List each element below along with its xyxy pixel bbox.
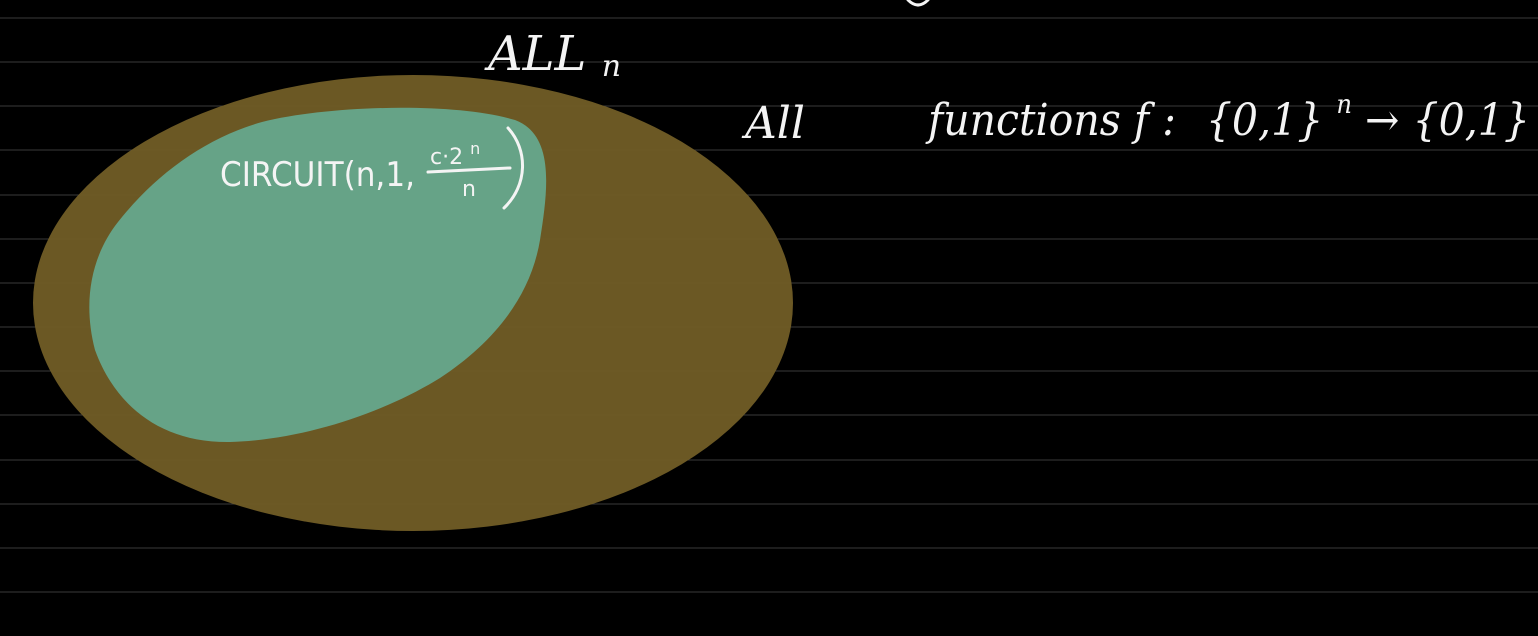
annotation-word-all: All	[741, 98, 805, 149]
annotation-domain: {0,1}	[1206, 95, 1323, 146]
inner-set-circuit	[89, 107, 547, 443]
annotation-prefix: functions f :	[925, 95, 1176, 146]
outer-set-label-subscript: n	[602, 49, 621, 84]
annotation-functions: functions f : {0,1} n → {0,1}	[925, 73, 1530, 146]
annotation-arrow: →	[1365, 95, 1399, 146]
outer-set-label: ALL n	[484, 26, 621, 84]
inner-set-fraction-bar	[426, 166, 512, 174]
annotation-domain-exponent: n	[1336, 90, 1352, 120]
annotation-codomain: {0,1}	[1413, 95, 1530, 146]
inner-set-numerator-exponent: n	[470, 139, 480, 158]
inner-set-fraction-numerator: c·2 n	[430, 139, 480, 170]
inner-set-fraction-denominator: n	[462, 177, 476, 202]
inner-set-numerator-base: c·2	[430, 145, 463, 170]
inner-set-label-prefix: CIRCUIT(n,1,	[220, 155, 415, 195]
cropped-ink-stroke	[906, 0, 930, 7]
outer-set-label-main: ALL	[484, 26, 586, 82]
inner-set-closing-paren	[502, 126, 524, 210]
